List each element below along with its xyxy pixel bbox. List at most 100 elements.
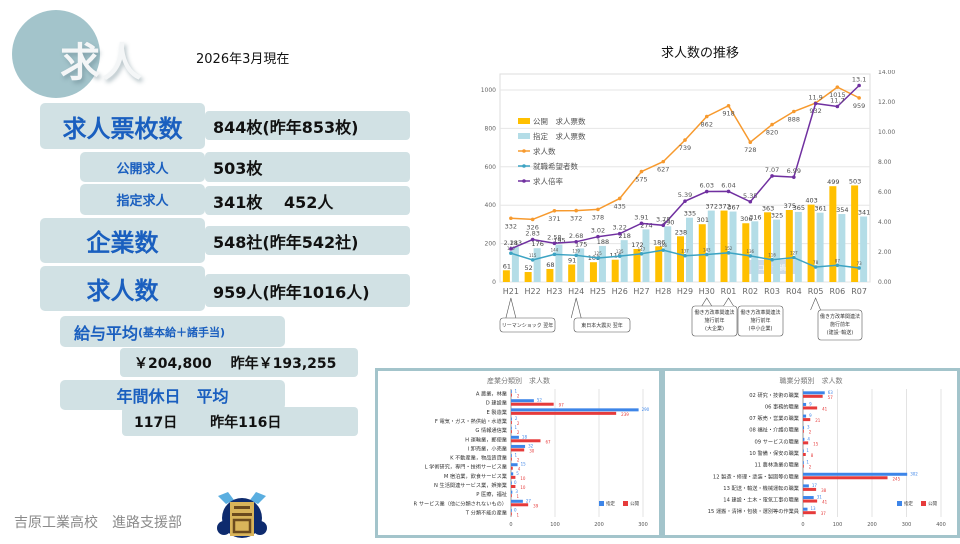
svg-text:300: 300 — [902, 522, 912, 528]
svg-text:290: 290 — [662, 218, 674, 226]
svg-text:3: 3 — [515, 489, 518, 494]
svg-text:R04: R04 — [786, 287, 802, 296]
svg-text:27: 27 — [526, 498, 532, 503]
svg-text:H22: H22 — [525, 287, 541, 296]
svg-text:06 事務的職業: 06 事務的職業 — [765, 402, 799, 410]
svg-text:2: 2 — [517, 394, 520, 399]
svg-text:239: 239 — [621, 412, 629, 417]
svg-text:14 建設・土木・電気工事の職業: 14 建設・土木・電気工事の職業 — [723, 496, 799, 504]
svg-text:09 サービスの職業: 09 サービスの職業 — [754, 437, 799, 445]
svg-text:137: 137 — [681, 249, 689, 254]
svg-text:18: 18 — [522, 434, 528, 439]
svg-text:1: 1 — [806, 448, 809, 453]
svg-text:300: 300 — [638, 522, 648, 528]
svg-text:2: 2 — [517, 458, 520, 463]
svg-text:52: 52 — [537, 398, 543, 403]
svg-text:R07: R07 — [851, 287, 867, 296]
svg-text:R05: R05 — [808, 287, 824, 296]
svg-text:2: 2 — [517, 430, 520, 435]
svg-text:R01: R01 — [721, 287, 737, 296]
svg-text:公開: 公開 — [630, 501, 639, 507]
openings-label: 求人数 — [40, 266, 205, 311]
svg-text:H25: H25 — [590, 287, 606, 296]
svg-text:195: 195 — [553, 237, 565, 245]
salary-value: ￥204,800 昨年￥193,255 — [120, 348, 358, 377]
svg-text:1: 1 — [806, 460, 809, 465]
trend-chart-svg: 0 200 400 600 800 1000 0.00 2.00 4.00 6.00 8.00 10.… — [481, 69, 895, 341]
svg-text:12.00: 12.00 — [878, 99, 895, 106]
svg-text:4: 4 — [807, 436, 810, 441]
svg-text:公開: 公開 — [928, 501, 937, 507]
svg-text:1: 1 — [516, 494, 519, 499]
svg-text:61: 61 — [503, 262, 511, 270]
svg-text:41: 41 — [822, 500, 828, 505]
svg-text:115: 115 — [529, 253, 537, 258]
svg-text:400: 400 — [485, 202, 497, 209]
svg-text:575: 575 — [635, 176, 647, 184]
svg-text:0: 0 — [514, 507, 517, 512]
svg-text:2: 2 — [809, 430, 812, 435]
tickets-label: 求人票枚数 — [40, 103, 205, 149]
svg-text:1: 1 — [514, 453, 517, 458]
svg-text:290: 290 — [642, 407, 650, 412]
svg-text:施行前年: 施行前年 — [750, 317, 770, 324]
svg-text:41: 41 — [822, 406, 828, 411]
svg-text:N 生活関連サービス業，娯楽業: N 生活関連サービス業，娯楽業 — [434, 481, 507, 489]
svg-text:100: 100 — [550, 522, 560, 528]
designated-label: 指定求人 — [80, 184, 205, 215]
svg-text:指定: 指定 — [606, 500, 615, 507]
svg-text:183: 183 — [510, 239, 522, 247]
occupation-chart-panel: 職業分類別 求人数 0 100 200 300 400 02 研究・技術の職業 63 57 06 … — [662, 368, 960, 538]
svg-text:363: 363 — [762, 204, 774, 212]
public-value: 503枚 — [205, 152, 410, 182]
svg-text:就職希望者数: 就職希望者数 — [533, 161, 578, 171]
svg-text:372: 372 — [718, 203, 730, 211]
svg-text:M 宿泊業，飲食サービス業: M 宿泊業，飲食サービス業 — [444, 472, 507, 480]
svg-text:38: 38 — [821, 488, 827, 493]
svg-text:働き方改革関連法: 働き方改革関連法 — [740, 309, 780, 316]
svg-text:186: 186 — [653, 238, 665, 246]
companies-value: 548社(昨年542社) — [205, 226, 410, 255]
svg-text:R06: R06 — [829, 287, 845, 296]
svg-text:200: 200 — [485, 241, 497, 248]
svg-text:627: 627 — [657, 166, 669, 174]
svg-text:1000: 1000 — [481, 87, 496, 94]
svg-text:6.00: 6.00 — [878, 189, 892, 196]
svg-text:218: 218 — [618, 232, 630, 240]
svg-text:37: 37 — [821, 511, 827, 516]
svg-text:2.00: 2.00 — [878, 249, 892, 256]
svg-text:13 配送・輸送・機械運転の職業: 13 配送・輸送・機械運転の職業 — [723, 484, 799, 492]
svg-text:指定: 指定 — [904, 500, 913, 507]
svg-text:67: 67 — [545, 439, 551, 444]
svg-text:316: 316 — [749, 213, 761, 221]
svg-text:0: 0 — [801, 522, 804, 528]
svg-text:57: 57 — [828, 395, 834, 400]
svg-text:87: 87 — [835, 258, 841, 263]
svg-text:1: 1 — [516, 512, 519, 517]
svg-text:10.00: 10.00 — [878, 129, 895, 136]
svg-text:15: 15 — [521, 462, 527, 467]
svg-text:503: 503 — [849, 177, 861, 185]
svg-text:888: 888 — [788, 116, 800, 124]
industry-chart-panel: 産業分類別 求人数 0 100 200 300 A 農業，林業 1 2 D 建設業 52 97 E 製… — [375, 368, 662, 538]
svg-text:H 運輸業，郵便業: H 運輸業，郵便業 — [465, 435, 507, 443]
svg-text:354: 354 — [836, 206, 848, 214]
svg-text:0: 0 — [492, 279, 496, 286]
svg-text:H24: H24 — [568, 287, 584, 296]
svg-text:144: 144 — [551, 247, 559, 252]
svg-text:378: 378 — [592, 213, 604, 221]
svg-text:116: 116 — [768, 253, 776, 258]
svg-text:152: 152 — [725, 246, 733, 251]
svg-text:371: 371 — [548, 215, 560, 223]
svg-text:3: 3 — [807, 425, 810, 430]
svg-text:2.58: 2.58 — [547, 233, 561, 241]
svg-text:30: 30 — [529, 448, 535, 453]
as-of-date: 2026年3月現在 — [196, 52, 290, 67]
svg-text:12 製造・修理・塗装・製図等の職業: 12 製造・修理・塗装・製図等の職業 — [713, 472, 799, 480]
svg-text:325: 325 — [771, 212, 783, 220]
svg-text:働き方改革関連法: 働き方改革関連法 — [820, 313, 860, 320]
svg-text:15 運搬・清掃・包装・選別等の作業員: 15 運搬・清掃・包装・選別等の作業員 — [708, 507, 799, 515]
svg-text:372: 372 — [706, 203, 718, 211]
svg-text:2.83: 2.83 — [525, 230, 539, 238]
svg-text:求人倍率: 求人倍率 — [533, 176, 563, 186]
